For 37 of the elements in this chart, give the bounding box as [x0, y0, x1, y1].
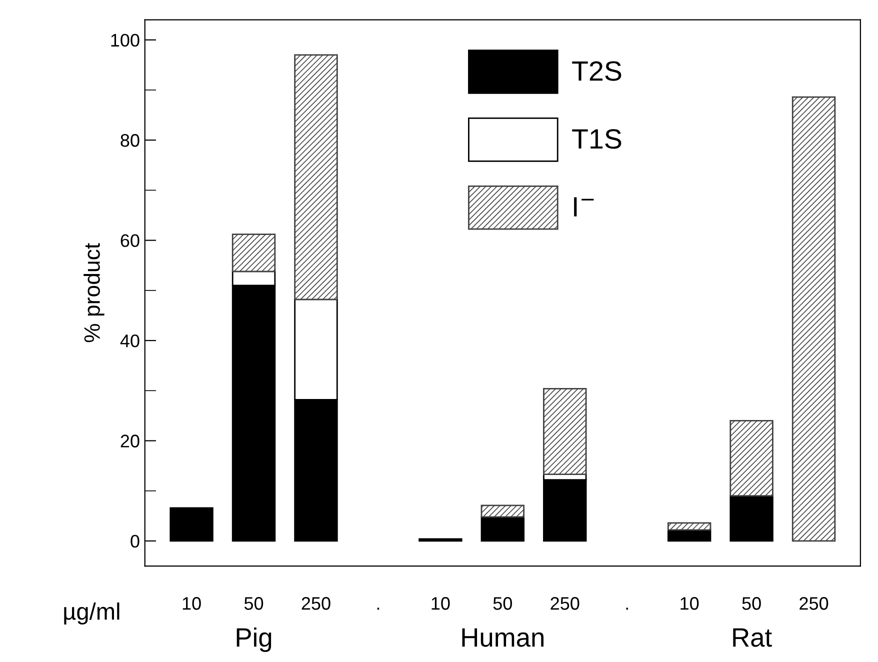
y-tick-label: 20	[120, 434, 140, 448]
x-tick-label: 250	[302, 597, 330, 610]
text: Rat	[733, 628, 772, 647]
x-tick-label: 250	[550, 597, 580, 610]
bar	[730, 495, 774, 542]
y-axis-title: % product	[84, 243, 104, 342]
y-tick-label: 100	[111, 34, 140, 47]
y-tick-label: 0	[130, 534, 140, 548]
bar	[792, 96, 836, 542]
y-tick-label: 40	[120, 334, 140, 348]
bar	[418, 538, 462, 542]
x-tick-label: 50	[742, 597, 761, 610]
x-tick-label: 50	[493, 597, 512, 610]
bar	[294, 54, 338, 300]
x-tick-label: 10	[680, 597, 699, 610]
x-tick-label: .	[626, 608, 628, 610]
x-tick-label: 50	[244, 597, 264, 610]
bar	[543, 479, 587, 542]
bar	[480, 504, 525, 518]
bar	[543, 388, 587, 476]
text: Pig	[236, 627, 272, 652]
y-tick-label: 80	[120, 134, 140, 147]
legend-label: T1S	[572, 129, 622, 149]
bar	[667, 522, 712, 531]
legend-label: I$^{−}$	[574, 197, 594, 216]
x-tick-label: 10	[432, 597, 450, 610]
legend-label: T2S	[572, 61, 622, 81]
y-tick-label: 60	[120, 234, 140, 248]
bar	[170, 507, 214, 542]
bar	[730, 420, 774, 497]
bar	[232, 234, 276, 272]
x-tick-label: 250	[800, 597, 828, 610]
x-axis-title: µg/ml	[64, 602, 120, 625]
text: Human	[462, 628, 544, 647]
bar	[480, 516, 525, 542]
x-tick-label: .	[377, 608, 380, 610]
x-tick-label: 10	[182, 597, 201, 610]
